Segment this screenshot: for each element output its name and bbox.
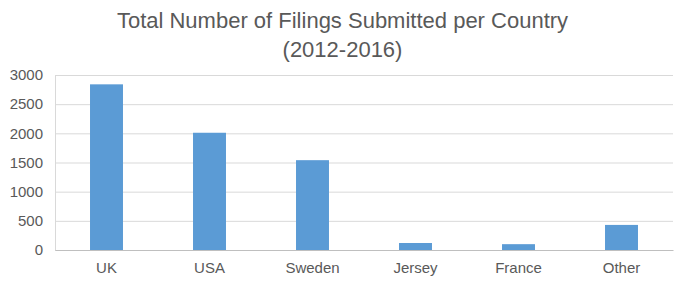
grid-line bbox=[55, 104, 673, 105]
grid-line bbox=[55, 75, 673, 76]
chart: Total Number of Filings Submitted per Co… bbox=[0, 0, 685, 283]
x-axis: UK USA Sweden Jersey France Other bbox=[56, 250, 674, 276]
grid-line bbox=[55, 163, 673, 164]
x-tick-label: UK bbox=[96, 259, 117, 276]
plot: 0 500 1000 1500 2000 2500 3000 UK USA Sweden Jerse… bbox=[10, 66, 674, 275]
x-tick: Jersey bbox=[393, 250, 438, 276]
y-tick-label: 1000 bbox=[10, 183, 43, 200]
bar bbox=[605, 225, 638, 250]
x-tick-label: Other bbox=[603, 259, 641, 276]
x-tick-label: France bbox=[495, 259, 542, 276]
grid-line bbox=[55, 221, 673, 222]
y-axis: 0 500 1000 1500 2000 2500 3000 bbox=[10, 66, 673, 258]
x-tick: France bbox=[495, 250, 542, 276]
bar bbox=[502, 244, 535, 250]
x-tick: Other bbox=[603, 250, 641, 276]
x-tick: USA bbox=[194, 250, 225, 276]
y-tick-label: 500 bbox=[18, 212, 43, 229]
x-tick: Sweden bbox=[285, 250, 339, 276]
bar bbox=[90, 84, 123, 250]
title-line: (2012-2016) bbox=[283, 37, 403, 62]
bars bbox=[90, 84, 638, 250]
y-tick-label: 3000 bbox=[10, 66, 43, 83]
y-tick: 3000 bbox=[10, 66, 673, 83]
bar bbox=[193, 133, 226, 250]
bar bbox=[296, 160, 329, 250]
y-tick-label: 2500 bbox=[10, 95, 43, 112]
title: Total Number of Filings Submitted per Co… bbox=[117, 8, 568, 62]
grid-line bbox=[55, 192, 673, 193]
x-tick: UK bbox=[96, 250, 117, 276]
x-axis-line bbox=[56, 250, 674, 251]
x-tick-label: Sweden bbox=[285, 259, 339, 276]
y-tick-label: 0 bbox=[35, 241, 43, 258]
title-line: Total Number of Filings Submitted per Co… bbox=[117, 8, 568, 33]
grid-line bbox=[55, 250, 673, 251]
bar bbox=[399, 243, 432, 250]
y-tick-label: 1500 bbox=[10, 154, 43, 171]
x-tick-label: USA bbox=[194, 259, 225, 276]
x-tick-label: Jersey bbox=[393, 259, 438, 276]
y-tick-label: 2000 bbox=[10, 125, 43, 142]
grid-line bbox=[55, 133, 673, 134]
y-tick: 0 bbox=[35, 241, 673, 258]
